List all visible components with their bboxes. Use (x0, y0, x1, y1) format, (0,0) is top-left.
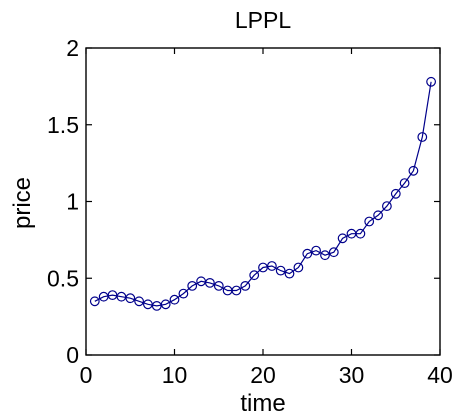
data-point (213, 281, 224, 291)
data-point (337, 233, 348, 244)
data-point (373, 210, 384, 221)
data-point (89, 296, 100, 307)
x-tick-label: 10 (162, 362, 188, 388)
data-point (187, 281, 198, 291)
data-point (284, 268, 295, 279)
y-tick-label: 0 (66, 342, 79, 368)
y-tick-label: 1 (66, 189, 79, 215)
data-point (302, 248, 313, 259)
data-point (426, 76, 437, 87)
data-point (204, 278, 215, 288)
data-point (390, 188, 401, 199)
chart-title: LPPL (235, 7, 291, 33)
data-point (249, 270, 260, 281)
data-point (231, 285, 242, 296)
data-point (240, 281, 251, 291)
data-point (134, 296, 145, 307)
data-point (364, 216, 375, 227)
x-tick-label: 30 (339, 362, 365, 388)
data-point (320, 250, 330, 261)
data-point (328, 247, 339, 258)
data-point (160, 299, 171, 310)
axis-ticks: 0 10 20 30 40 0 0.5 1 1.5 2 (47, 35, 453, 388)
data-point (178, 288, 189, 299)
data-point (408, 165, 419, 176)
x-tick-label: 20 (250, 362, 276, 388)
y-tick-label: 0.5 (47, 265, 79, 291)
series-line (94, 81, 432, 307)
x-tick-label: 40 (427, 362, 453, 388)
data-point (355, 228, 366, 239)
data-point (275, 265, 286, 276)
data-point (382, 201, 392, 212)
y-axis-label: price (9, 177, 36, 229)
data-point (169, 294, 180, 305)
data-point (267, 261, 277, 271)
series-layer (89, 76, 437, 311)
data-point (417, 132, 428, 142)
x-axis-label: time (240, 390, 285, 417)
x-tick-label: 0 (80, 362, 93, 388)
data-point (293, 262, 304, 273)
y-tick-label: 1.5 (47, 112, 79, 138)
data-point (125, 293, 136, 304)
data-point (311, 245, 322, 256)
y-tick-label: 2 (66, 35, 79, 61)
data-point (399, 178, 410, 189)
